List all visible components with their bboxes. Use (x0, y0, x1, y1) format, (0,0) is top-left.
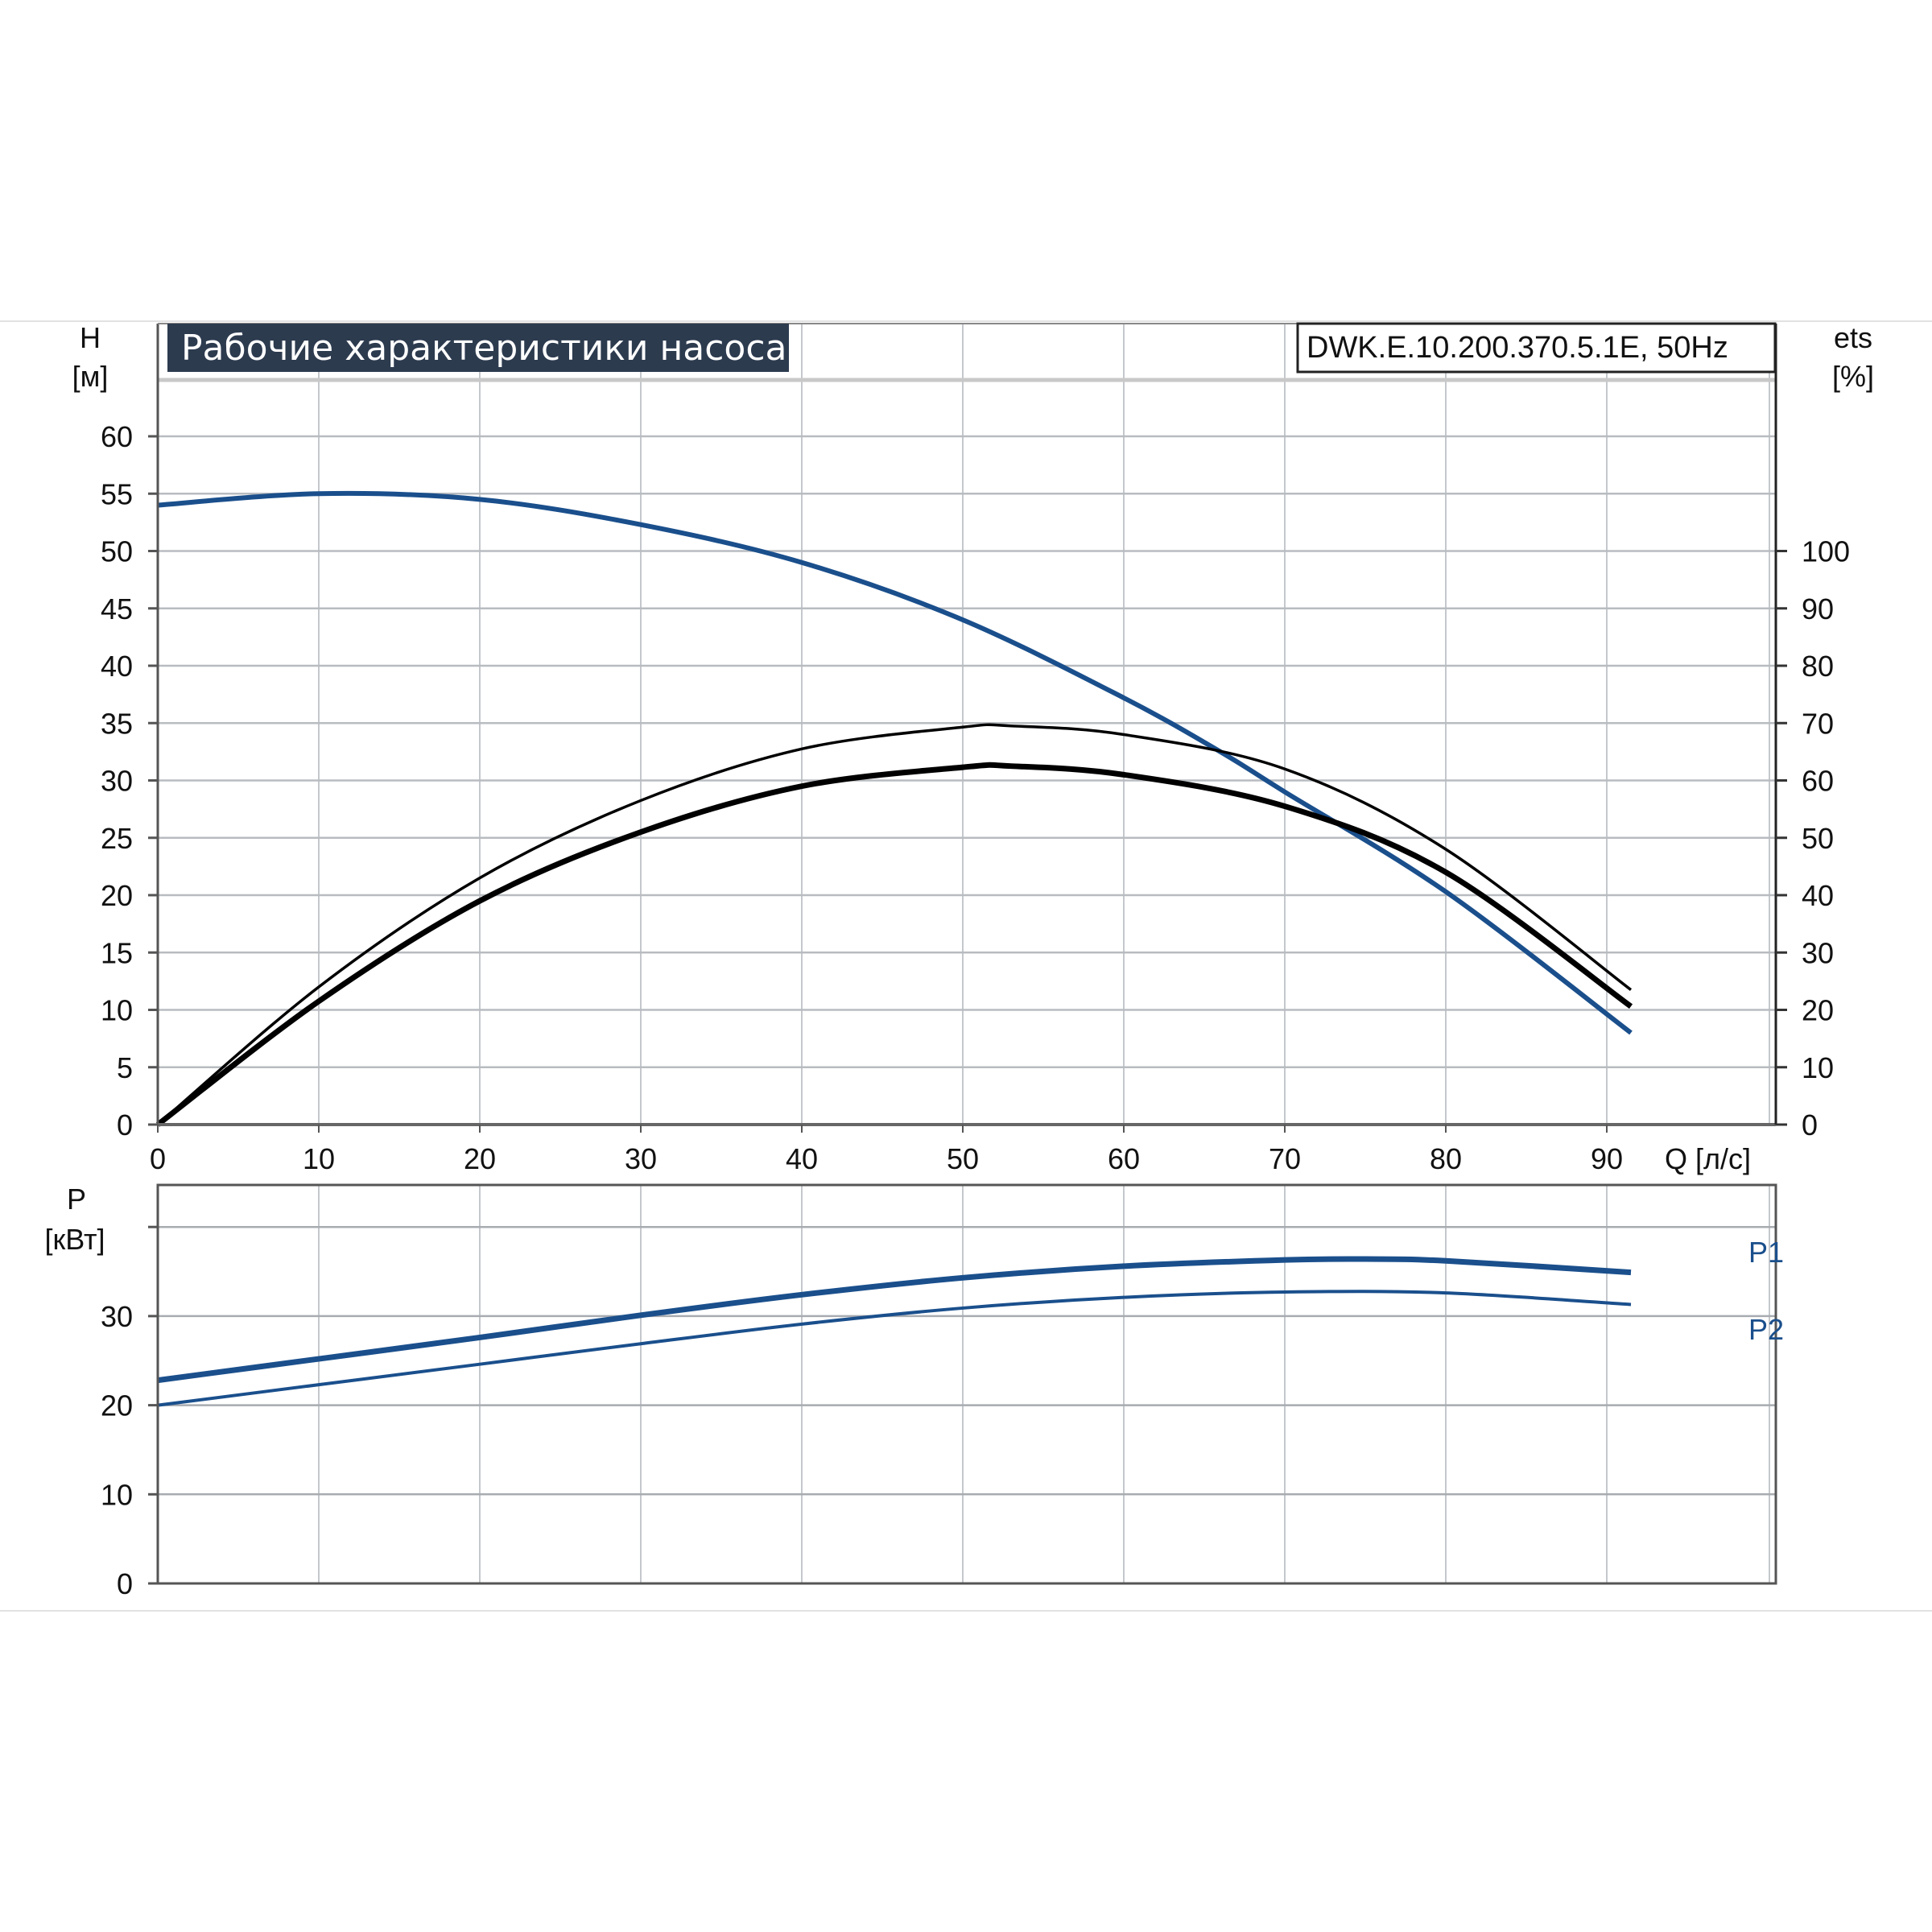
chart-title: Рабочие характеристики насоса (181, 328, 786, 369)
y-tick-label: 40 (101, 650, 133, 683)
power-curve-p2 (157, 1290, 1632, 1407)
x-tick-label: 0 (150, 1142, 166, 1175)
y2-tick-label: 100 (1802, 535, 1850, 568)
x-tick-label: 90 (1591, 1142, 1623, 1175)
model-label: DWK.E.10.200.370.5.1E, 50Hz (1307, 331, 1728, 365)
y-tick-label: 45 (101, 592, 133, 625)
power-axis-label: P (67, 1183, 86, 1216)
x-tick-label: 20 (464, 1142, 496, 1175)
y2-tick-label: 30 (1802, 936, 1834, 969)
y-tick-label: 60 (101, 420, 133, 453)
model-box (1296, 322, 1777, 374)
head-curve (157, 490, 1633, 1035)
y-axis-label: H (80, 321, 101, 354)
x-tick-label: 10 (303, 1142, 335, 1175)
y2-tick-label: 60 (1802, 765, 1834, 798)
x-axis-label: Q [л/с] (1665, 1142, 1751, 1175)
x-tick-label: 40 (786, 1142, 818, 1175)
y2-tick-label: 40 (1802, 879, 1834, 912)
efficiency-curve-1 (156, 723, 1633, 1126)
power-curve-p1 (157, 1256, 1632, 1384)
y2-tick-label: 80 (1802, 650, 1834, 683)
x-tick-label: 30 (625, 1142, 657, 1175)
y2-tick-label: 20 (1802, 994, 1834, 1027)
efficiency-curve-2 (155, 762, 1633, 1127)
power-y-tick-label: 0 (117, 1567, 133, 1600)
y-tick-label: 25 (101, 822, 133, 855)
y-tick-label: 0 (117, 1108, 133, 1141)
y2-axis-unit: [%] (1832, 360, 1874, 393)
power-y-tick-label: 10 (101, 1478, 133, 1511)
y2-tick-label: 10 (1802, 1051, 1834, 1084)
power-y-tick-label: 30 (101, 1300, 133, 1333)
legend-p1: P1 (1748, 1236, 1784, 1269)
x-tick-label: 80 (1430, 1142, 1462, 1175)
power-plot-frame (156, 1183, 1777, 1585)
y2-tick-label: 0 (1802, 1108, 1818, 1141)
y-tick-label: 5 (117, 1051, 133, 1084)
y-tick-label: 50 (101, 535, 133, 568)
power-y-tick-label: 20 (101, 1389, 133, 1422)
power-axis-unit: [кВт] (44, 1223, 105, 1256)
y-tick-label: 20 (101, 879, 133, 912)
y-tick-label: 35 (101, 707, 133, 740)
y-axis-unit: [м] (72, 360, 109, 393)
legend-p2: P2 (1748, 1313, 1784, 1346)
y-tick-label: 55 (101, 477, 133, 510)
y2-tick-label: 90 (1802, 592, 1834, 625)
chart-title-box (167, 324, 789, 372)
y-tick-label: 30 (101, 765, 133, 798)
x-tick-label: 60 (1108, 1142, 1140, 1175)
y-tick-label: 10 (101, 994, 133, 1027)
y2-tick-label: 50 (1802, 822, 1834, 855)
y2-axis-label: ets (1834, 321, 1872, 354)
x-tick-label: 70 (1269, 1142, 1301, 1175)
y-tick-label: 15 (101, 936, 133, 969)
y2-tick-label: 70 (1802, 707, 1834, 740)
x-tick-label: 50 (947, 1142, 979, 1175)
